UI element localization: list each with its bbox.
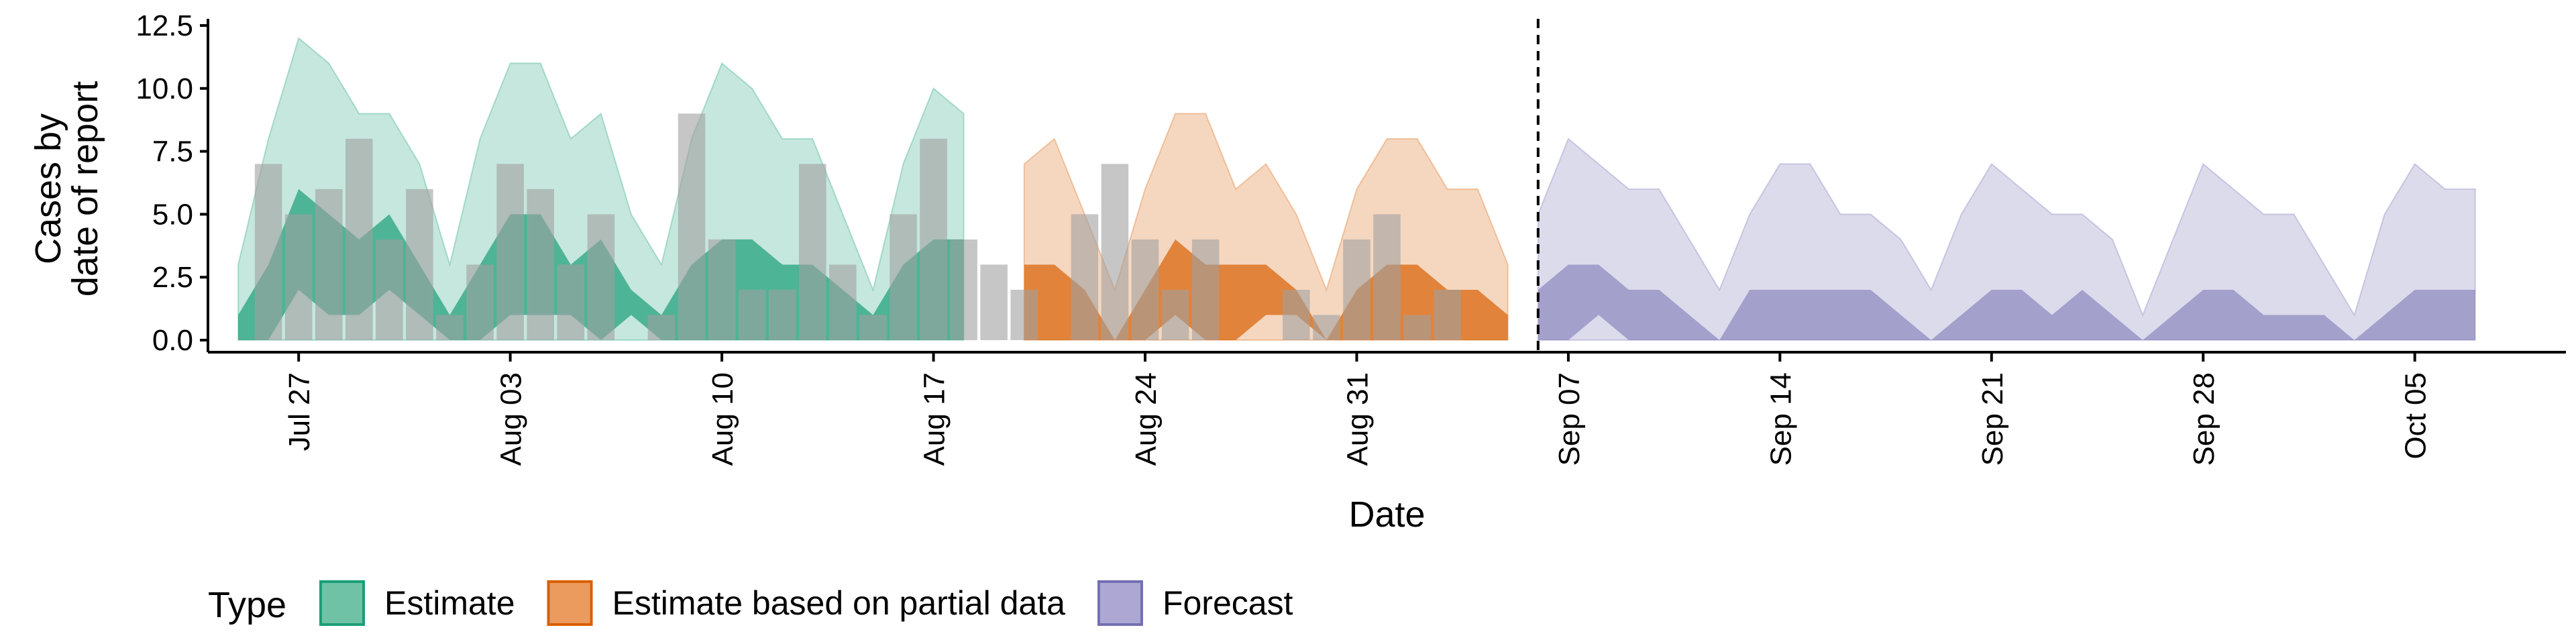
bar [376, 239, 403, 340]
bar [1101, 164, 1129, 341]
legend-swatch-0 [319, 580, 365, 626]
bar [708, 239, 736, 340]
bar [1071, 214, 1099, 340]
bar [1010, 289, 1038, 340]
bar [980, 264, 1008, 340]
bar [587, 214, 615, 340]
bar [436, 315, 464, 340]
x-tick-label: Sep 28 [2188, 372, 2220, 466]
bar [920, 138, 947, 340]
y-axis-title-line-1: Cases by [28, 113, 68, 264]
legend-swatch-1 [547, 580, 593, 626]
bar [950, 239, 977, 340]
x-tick-label: Sep 21 [1976, 372, 2009, 466]
x-tick-label: Jul 27 [283, 372, 316, 451]
bar [768, 289, 796, 340]
band-inner-2 [1538, 264, 2475, 340]
bar [738, 289, 766, 340]
legend-label-1: Estimate based on partial data [612, 584, 1066, 622]
x-tick-label: Aug 31 [1341, 372, 1374, 466]
y-tick-label: 7.5 [152, 136, 193, 168]
bar [1434, 289, 1461, 340]
bar [829, 264, 857, 340]
bar [647, 315, 676, 340]
x-axis-title: Date [1348, 494, 1425, 535]
legend: Type Estimate Estimate based on partial d… [208, 580, 1293, 626]
bar [1373, 214, 1401, 340]
x-tick-label: Oct 05 [2400, 372, 2432, 460]
bar [496, 164, 524, 341]
axes-layer: 0.0 2.5 5.0 7.5 10.0 12.5 Jul 27 Aug 03 Aug 10 Au… [136, 9, 2566, 466]
bar [527, 189, 554, 340]
legend-entries: Estimate Estimate based on partial data Fo… [319, 580, 1293, 626]
bar [1161, 289, 1189, 340]
bar [1343, 239, 1371, 340]
bar [890, 214, 917, 340]
x-tick-label: Sep 07 [1553, 372, 1586, 466]
y-axis-title-line-2: date of report [65, 81, 105, 297]
bar [1403, 315, 1431, 340]
bar [557, 264, 585, 340]
bar [345, 138, 373, 340]
legend-label-2: Forecast [1163, 584, 1293, 622]
bar [678, 113, 706, 340]
bar [466, 264, 494, 340]
bar [1131, 239, 1159, 340]
legend-title: Type [208, 585, 286, 625]
bar [284, 214, 313, 340]
y-tick-label: 10.0 [136, 72, 193, 105]
bar [799, 164, 826, 341]
bar [406, 189, 433, 340]
bar [254, 164, 282, 341]
x-tick-label: Sep 14 [1764, 372, 1797, 466]
y-tick-label: 12.5 [136, 9, 193, 42]
bar-layer [254, 113, 1461, 341]
y-tick-label: 2.5 [152, 261, 193, 294]
bar [1313, 315, 1340, 340]
y-tick-label: 0.0 [152, 324, 193, 357]
legend-label-0: Estimate [384, 584, 515, 622]
bar [1191, 239, 1220, 340]
bar [315, 189, 343, 340]
legend-swatch-2 [1097, 580, 1143, 626]
y-tick-label: 5.0 [152, 198, 193, 231]
bar [1283, 289, 1310, 340]
x-tick-label: Aug 10 [706, 372, 739, 466]
x-tick-label: Aug 03 [495, 372, 528, 466]
bar [859, 315, 887, 340]
x-tick-label: Aug 17 [918, 372, 951, 466]
x-tick-label: Aug 24 [1130, 372, 1163, 466]
